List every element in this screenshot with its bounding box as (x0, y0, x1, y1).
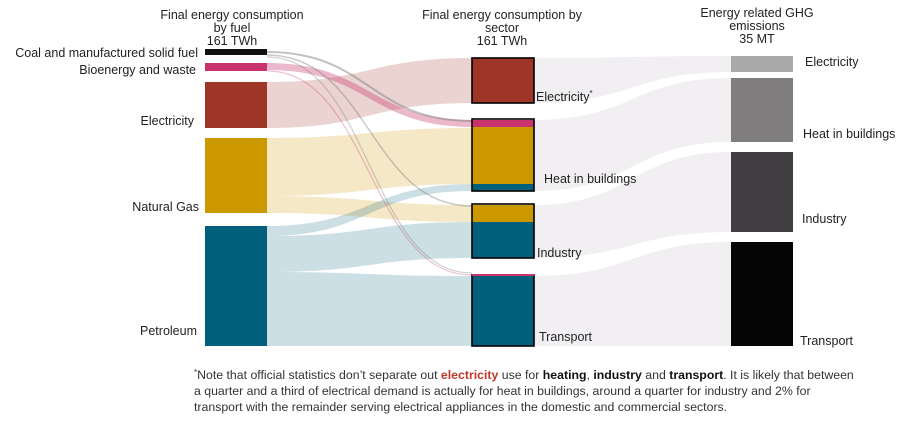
node-e_trans (731, 242, 793, 346)
sector-label-s_heat: Heat in buildings (544, 172, 636, 186)
node-sector-outline-2 (471, 203, 535, 259)
fuel-label-pet: Petroleum (140, 324, 197, 338)
fuel-label-coal: Coal and manufactured solid fuel (15, 46, 198, 60)
footnote-text-2: use for (498, 368, 543, 382)
flow-transport-to-emissions (534, 242, 731, 346)
flow-bioenergy-to-heat (267, 63, 472, 127)
sector-label-s_ind: Industry (537, 246, 582, 260)
footnote-heating: heating (542, 368, 587, 382)
footnote-electricity: electricity (440, 368, 499, 382)
node-e_heat (731, 78, 793, 142)
emissions-column-title-0: Energy related GHG (700, 6, 813, 20)
flow-industry-to-emissions (534, 152, 731, 258)
flow-petroleum-to-industry (267, 222, 472, 272)
node-fuel-gas (205, 138, 267, 213)
footnote-text-3: . It is likely that between a quarter an… (194, 368, 854, 414)
fuel-label-gas: Natural Gas (132, 200, 199, 214)
node-e_ind (731, 152, 793, 232)
flow-heat-to-emissions (534, 78, 731, 191)
emissions-column-title-1: emissions (729, 19, 785, 33)
node-sector-outline-0 (471, 57, 535, 104)
fuel-label-bio: Bioenergy and waste (79, 63, 196, 77)
flow-petroleum-to-heat (267, 184, 472, 236)
sector-label-s_elec: Electricity* (536, 89, 593, 104)
sector-column-title-1: sector (485, 21, 519, 35)
footnote-transport: transport (669, 368, 724, 382)
fuel-column-title-1: by fuel (214, 21, 251, 35)
flow-coal-to-transport (266, 56, 473, 274)
emissions-column-title-2: 35 MT (739, 32, 775, 46)
emissions-label-e_heat: Heat in buildings (803, 127, 895, 141)
flow-gas-to-industry (267, 196, 472, 222)
flow-coal-to-heat (266, 51, 473, 122)
emissions-label-e_ind: Industry (802, 212, 847, 226)
footnote-comma: , (586, 368, 594, 382)
footnote-marker: * (194, 368, 198, 377)
node-fuel-elec (205, 82, 267, 128)
flow-coal-to-industry (266, 54, 473, 207)
footnote-industry: industry (593, 368, 642, 382)
footnote-and: and (641, 368, 670, 382)
node-sector-outline-1 (471, 118, 535, 192)
node-fuel-bio (205, 63, 267, 71)
flow-electricity-to-electricity (267, 58, 472, 128)
footnote: *Note that official statistics don’t sep… (194, 367, 854, 415)
node-sector-heat-gas (472, 127, 534, 184)
sector-column-title-0: Final energy consumption by (422, 8, 583, 22)
node-fuel-pet (205, 226, 267, 346)
flow-gas-to-heat (267, 128, 472, 196)
emissions-label-e_trans: Transport (800, 334, 854, 348)
node-sector-transport-bioenergy (472, 274, 534, 276)
flow-electricity-to-emissions (534, 56, 731, 103)
flow-layer (266, 51, 731, 346)
sector-column-title-2: 161 TWh (477, 34, 528, 48)
fuel-label-elec: Electricity (141, 114, 195, 128)
fuel-column-title-2: 161 TWh (207, 34, 258, 48)
sector-label-s_trans: Transport (539, 330, 593, 344)
node-sector-electricity (472, 58, 534, 103)
emissions-label-e_elec: Electricity (805, 55, 859, 69)
node-sector-industry-gas (472, 205, 534, 222)
footnote-text-1: Note that official statistics don’t sepa… (197, 368, 441, 382)
node-fuel-coal (205, 49, 267, 55)
node-sector-heat-petroleum (472, 184, 534, 191)
flow-petroleum-to-transport (267, 272, 472, 346)
node-e_elec (731, 56, 793, 72)
node-layer (205, 49, 793, 347)
node-sector-transport-petroleum (472, 276, 534, 346)
node-sector-industry-petroleum (472, 222, 534, 258)
fuel-column-title-0: Final energy consumption (160, 8, 303, 22)
flow-bioenergy-to-transport (266, 70, 473, 276)
node-sector-heat-bioenergy (472, 120, 534, 127)
